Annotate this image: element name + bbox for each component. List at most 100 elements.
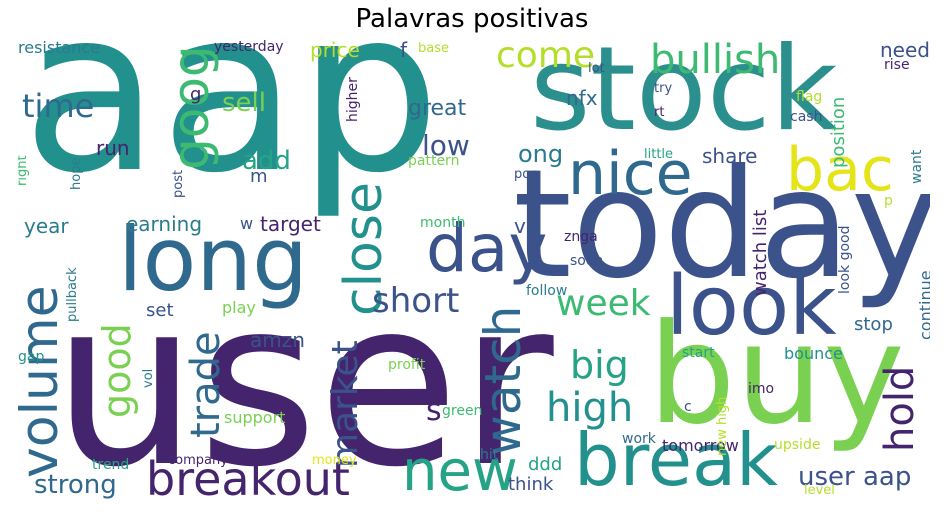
word-c: c <box>684 399 692 415</box>
word-stock: stock <box>530 40 838 157</box>
word-vol: vol <box>141 368 156 388</box>
word-continue: continue <box>916 270 930 340</box>
word-big: big <box>570 343 629 387</box>
word-good: good <box>95 323 139 418</box>
word-today: today <box>513 138 930 312</box>
word-soon: soon <box>570 253 604 269</box>
word-resistance: resistance <box>18 40 101 57</box>
word-hit: hit <box>480 447 499 463</box>
word-w: w <box>240 214 254 233</box>
word-strong: strong <box>34 470 117 500</box>
word-high: high <box>546 385 634 431</box>
word-level: level <box>804 483 835 498</box>
word-gap: gap <box>18 349 45 365</box>
word-v: v <box>514 214 526 238</box>
word-imo: imo <box>748 381 775 397</box>
word-m: m <box>250 166 268 187</box>
word-amzn: amzn <box>250 328 305 352</box>
word-try: try <box>654 81 673 96</box>
word-want: want <box>909 149 925 184</box>
word-share: share <box>702 144 758 168</box>
word-green: green <box>442 403 483 419</box>
word-right: right <box>18 155 30 186</box>
word-lot: lot <box>588 61 605 76</box>
word-start: start <box>682 345 715 361</box>
word-come: come <box>496 40 596 76</box>
word-buy: buy <box>648 294 905 455</box>
word-breakout: breakout <box>146 452 350 506</box>
word-long: long <box>118 208 308 311</box>
chart-title: Palavras positivas <box>355 4 589 34</box>
word-great: great <box>408 96 467 121</box>
word-upside: upside <box>774 437 821 453</box>
word-run: run <box>96 136 130 160</box>
word-market: market <box>325 340 366 468</box>
word-tomorrow: tomorrow <box>662 436 739 455</box>
word-bounce: bounce <box>784 344 843 363</box>
word-short: short <box>372 281 460 321</box>
word-g: g <box>190 84 202 105</box>
word-base: base <box>418 41 449 56</box>
word-rise: rise <box>884 57 910 73</box>
word-new: new <box>402 439 518 504</box>
word-watch: watch <box>474 305 532 456</box>
word-add: add <box>242 146 291 176</box>
word-day: day <box>426 210 548 287</box>
word-break: break <box>574 418 778 502</box>
word-low: low <box>422 129 470 162</box>
word-rt: rt <box>654 105 665 120</box>
word-aap: aap <box>22 40 441 223</box>
word-profit: profit <box>388 357 426 373</box>
word-yesterday: yesterday <box>214 40 284 55</box>
word-target: target <box>260 212 321 236</box>
word-f: f <box>400 40 408 62</box>
word-time: time <box>22 87 95 125</box>
word-support: support <box>224 408 286 427</box>
word-post: post <box>171 169 186 198</box>
word-cash: cash <box>790 109 823 125</box>
word-trend: trend <box>92 457 130 473</box>
word-play: play <box>222 298 256 317</box>
word-month: month <box>420 215 466 231</box>
word-nfx: nfx <box>566 86 598 110</box>
word-s: s <box>426 393 442 428</box>
word-p: p <box>884 193 893 209</box>
word-look-good: look good <box>837 225 853 294</box>
word-week: week <box>556 283 651 324</box>
word-hope: hope <box>69 157 84 190</box>
word-price: price <box>310 40 360 62</box>
word-need: need <box>880 40 930 62</box>
word-hold: hold <box>877 365 923 452</box>
word-ong: ong <box>518 140 564 168</box>
word-volume: volume <box>18 285 70 478</box>
word-set: set <box>146 300 174 321</box>
word-user-aap: user aap <box>798 462 912 492</box>
word-new-high: new high <box>715 396 730 456</box>
word-znga: znga <box>564 229 598 245</box>
word-follow: follow <box>526 283 568 299</box>
word-year: year <box>24 214 69 238</box>
word-ddd: ddd <box>528 454 563 475</box>
word-sell: sell <box>222 88 266 118</box>
word-higher: higher <box>345 77 361 122</box>
word-think: think <box>508 474 554 495</box>
word-bullish: bullish <box>650 40 781 83</box>
word-pullback: pullback <box>65 267 80 322</box>
word-watch-list: watch list <box>750 209 771 296</box>
word-look: look <box>666 259 837 354</box>
word-little: little <box>644 147 674 162</box>
word-nice: nice <box>568 139 693 209</box>
word-work: work <box>622 431 656 447</box>
word-pop: pop <box>514 167 539 182</box>
word-company: company <box>168 453 228 468</box>
word-stop: stop <box>854 314 893 335</box>
word-pattern: pattern <box>408 153 460 169</box>
word-earning: earning <box>126 212 203 236</box>
word-money: money <box>312 453 357 468</box>
word-position: position <box>828 96 849 168</box>
word-flag: flag <box>796 89 823 105</box>
word-user: user <box>52 251 554 506</box>
word-trade: trade <box>183 331 229 438</box>
word-goog: goog <box>162 45 220 170</box>
word-cloud: aap user today stock buy long look break… <box>18 40 930 506</box>
